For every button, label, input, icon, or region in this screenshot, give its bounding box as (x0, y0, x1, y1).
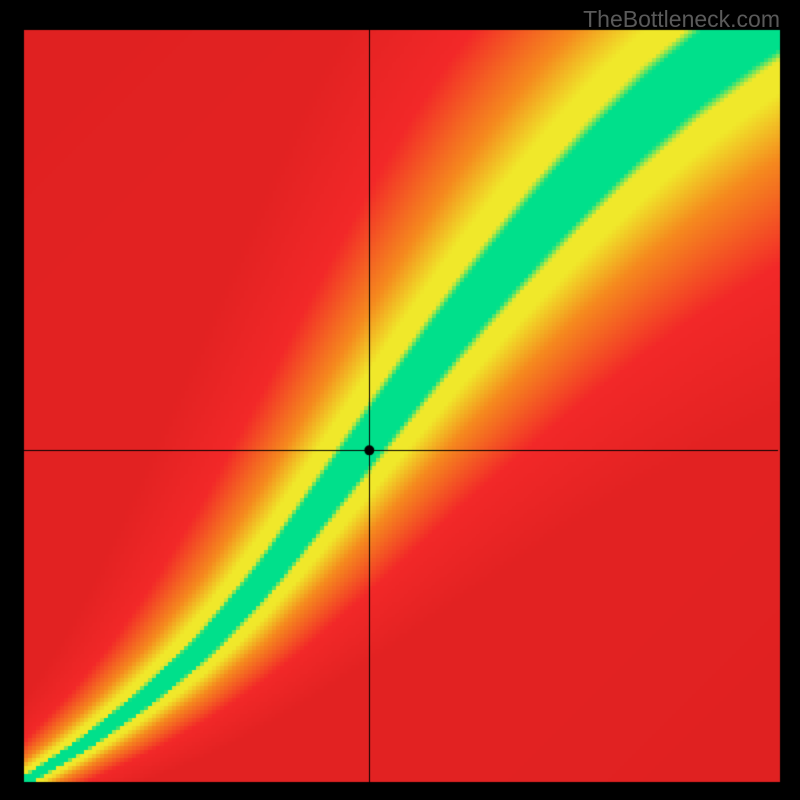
chart-container: TheBottleneck.com (0, 0, 800, 800)
bottleneck-heatmap-canvas (0, 0, 800, 800)
attribution-label: TheBottleneck.com (583, 6, 780, 33)
